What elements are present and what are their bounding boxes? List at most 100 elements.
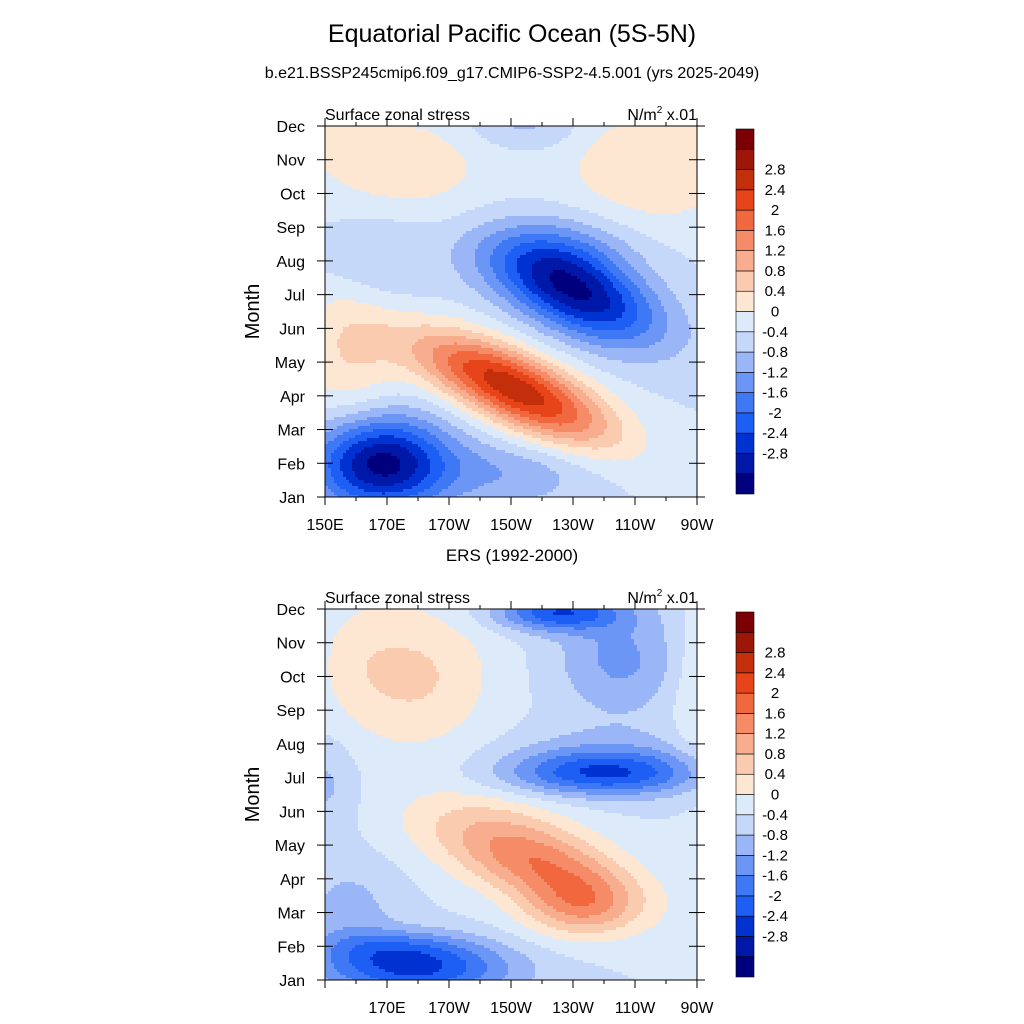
colorbar-box <box>735 652 755 674</box>
colorbar-box <box>735 412 755 434</box>
y-axis-label: Month <box>242 284 264 340</box>
colorbar-box <box>735 875 755 897</box>
colorbar-box <box>735 834 755 856</box>
y-tick-label: Mar <box>277 906 305 923</box>
x-tick-label: 90W <box>681 517 715 534</box>
y-tick-label: Jan <box>279 973 305 990</box>
colorbar-label: -0.4 <box>762 807 788 824</box>
colorbar-box <box>735 392 755 414</box>
x-tick-label: 170W <box>428 517 471 534</box>
contour-fill <box>325 126 697 497</box>
colorbar-box <box>735 692 755 714</box>
figure-subtitle: b.e21.BSSP245cmip6.f09_g17.CMIP6-SSP2-4.… <box>0 65 1024 83</box>
colorbar-label: 0 <box>771 304 779 321</box>
colorbar-box <box>735 148 755 170</box>
colorbar-box <box>735 855 755 876</box>
colorbar-box <box>735 230 755 251</box>
colorbar-label: -0.8 <box>762 344 788 361</box>
y-tick-label: Jun <box>279 804 305 821</box>
colorbar-box <box>735 611 755 633</box>
colorbar-box <box>735 631 755 653</box>
colorbar-label: -1.6 <box>762 868 788 885</box>
colorbar-label: 1.6 <box>765 222 786 239</box>
colorbar-label: 1.2 <box>765 726 786 743</box>
colorbar-box <box>735 290 755 312</box>
x-tick-label: 130W <box>552 517 595 534</box>
colorbar-box <box>735 189 755 211</box>
colorbar-box <box>735 473 755 495</box>
colorbar-label: 2 <box>771 202 779 219</box>
y-tick-label: Oct <box>280 186 305 203</box>
y-tick-label: May <box>275 355 305 372</box>
colorbar: -2.8 -2.4 -2 -1.6 -1.2 -0.8 -0.4 0 0.4 0.8 1.2 1.6 2… <box>735 128 788 495</box>
colorbar-box <box>735 209 755 231</box>
y-tick-label: Aug <box>277 254 305 271</box>
x-tick-label: 110W <box>615 1000 657 1017</box>
colorbar-box <box>735 915 755 937</box>
panel-left-label: Surface zonal stress <box>325 590 470 607</box>
colorbar-box <box>735 895 755 917</box>
x-tick-label: 150W <box>490 517 533 534</box>
colorbar-box <box>735 956 755 978</box>
x-tick-label: 170E <box>368 1000 405 1017</box>
y-tick-label: Apr <box>280 389 306 406</box>
colorbar-label: 1.2 <box>765 243 786 260</box>
y-tick-label: Jun <box>279 321 305 338</box>
x-tick-label: 90W <box>681 1000 715 1017</box>
colorbar-label: -1.2 <box>762 847 788 864</box>
colorbar-label: 2.8 <box>765 645 786 662</box>
colorbar-box <box>735 372 755 393</box>
x-tick-label: 130W <box>552 1000 595 1017</box>
contour-fill <box>325 609 697 980</box>
x-tick-label: 170E <box>368 517 405 534</box>
panel-units-label: N/m2 x.01 <box>627 105 697 124</box>
colorbar-label: 0.4 <box>765 283 786 300</box>
colorbar-label: -2.4 <box>762 908 788 925</box>
y-tick-label: Jul <box>285 288 305 305</box>
y-tick-label: Dec <box>277 119 305 136</box>
y-tick-label: Sep <box>277 220 306 237</box>
colorbar-box <box>735 128 755 150</box>
colorbar-box <box>735 733 755 755</box>
colorbar-label: -2 <box>768 405 781 422</box>
y-tick-label: Mar <box>277 423 305 440</box>
colorbar-box <box>735 331 755 353</box>
colorbar-label: 2.4 <box>765 665 786 682</box>
y-tick-label: Nov <box>277 636 305 653</box>
y-axis-label: Month <box>242 767 264 823</box>
colorbar-label: -0.4 <box>762 324 788 341</box>
colorbar-label: -1.6 <box>762 385 788 402</box>
panel-model: Surface zonal stress N/m2 x.01 Jan Feb Mar Ap… <box>242 105 788 534</box>
colorbar-box <box>735 169 755 191</box>
figure-title: Equatorial Pacific Ocean (5S-5N) <box>0 20 1024 49</box>
colorbar: -2.8 -2.4 -2 -1.6 -1.2 -0.8 -0.4 0 0.4 0.8 1.2 1.6 2… <box>735 611 788 978</box>
colorbar-label: -1.2 <box>762 364 788 381</box>
colorbar-label: 2.4 <box>765 182 786 199</box>
y-tick-label: Jul <box>285 771 305 788</box>
colorbar-box <box>735 713 755 734</box>
panel-units-label: N/m2 x.01 <box>627 588 697 607</box>
colorbar-box <box>735 351 755 373</box>
colorbar-box <box>735 936 755 958</box>
x-tick-label: 110W <box>615 517 657 534</box>
y-tick-label: Aug <box>277 737 305 754</box>
colorbar-label: 1.6 <box>765 705 786 722</box>
colorbar-box <box>735 311 755 333</box>
y-tick-label: Jan <box>279 490 305 507</box>
panel-left-label: Surface zonal stress <box>325 107 470 124</box>
x-tick-label: 150W <box>490 1000 533 1017</box>
x-tick-label: 170W <box>428 1000 471 1017</box>
x-tick-label: 150E <box>306 517 343 534</box>
y-tick-label: Oct <box>280 669 305 686</box>
y-tick-label: May <box>275 838 305 855</box>
y-tick-label: Feb <box>277 939 305 956</box>
y-tick-label: Apr <box>280 872 306 889</box>
colorbar-box <box>735 814 755 836</box>
colorbar-box <box>735 753 755 775</box>
colorbar-box <box>735 250 755 272</box>
colorbar-label: -2.8 <box>762 928 788 945</box>
colorbar-label: 0.4 <box>765 766 786 783</box>
colorbar-label: 0.8 <box>765 746 786 763</box>
colorbar-box <box>735 773 755 795</box>
